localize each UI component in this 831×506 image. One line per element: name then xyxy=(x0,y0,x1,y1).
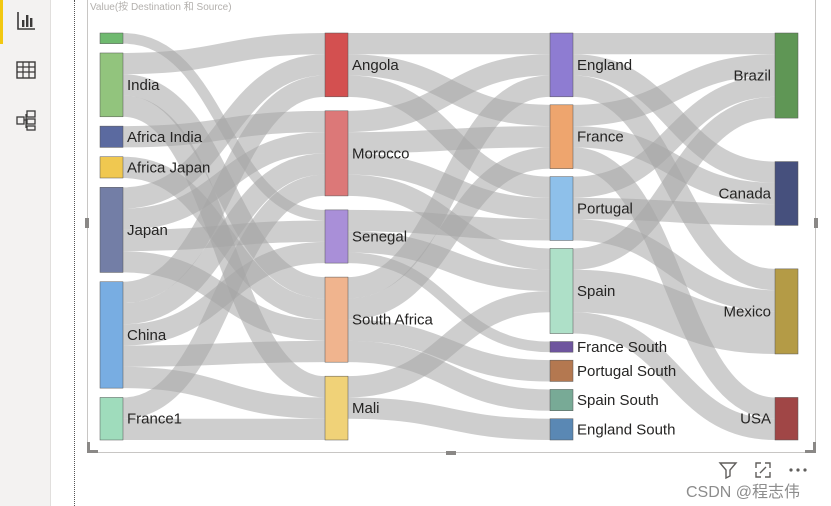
more-options-icon[interactable] xyxy=(788,460,808,480)
sankey-node[interactable] xyxy=(99,281,124,389)
sankey-node[interactable] xyxy=(324,276,349,363)
sankey-link[interactable] xyxy=(122,153,326,325)
sankey-chart[interactable]: India Africa India Africa Japan Japan China F… xyxy=(0,0,831,452)
sankey-link[interactable] xyxy=(572,219,776,312)
sankey-node[interactable] xyxy=(324,110,349,197)
table-grid-icon[interactable] xyxy=(14,58,38,82)
sankey-node-label: Senegal xyxy=(352,229,407,246)
sankey-link[interactable] xyxy=(572,54,776,127)
watermark-text: CSDN @程志伟 xyxy=(686,484,801,501)
sankey-node-label: Canada xyxy=(718,185,771,202)
sankey-node-label: England xyxy=(577,57,632,74)
sankey-link[interactable] xyxy=(572,312,776,441)
sankey-node[interactable] xyxy=(99,397,124,441)
sankey-node[interactable] xyxy=(549,176,574,241)
sankey-node-label: Brazil xyxy=(733,68,771,85)
sankey-node-label: South Africa xyxy=(352,312,434,329)
visual-title: Value(按 Destination 和 Source) xyxy=(90,2,232,13)
bar-chart-icon[interactable] xyxy=(14,9,38,33)
sankey-node[interactable] xyxy=(99,52,124,118)
resize-corner-br[interactable] xyxy=(805,442,816,453)
sankey-nodes xyxy=(99,32,799,441)
canvas-boundary-line xyxy=(74,0,75,506)
model-diagram-icon[interactable] xyxy=(14,108,38,132)
sankey-node[interactable] xyxy=(774,268,799,355)
filter-icon[interactable] xyxy=(718,460,738,480)
sankey-node-label: Mali xyxy=(352,400,380,417)
sankey-node[interactable] xyxy=(99,32,124,44)
sankey-visual-frame[interactable] xyxy=(85,0,818,455)
sankey-link[interactable] xyxy=(572,147,776,419)
sankey-link[interactable] xyxy=(572,269,776,354)
sankey-node-label: India xyxy=(127,77,160,94)
sankey-node[interactable] xyxy=(324,32,349,98)
sankey-link[interactable] xyxy=(347,397,551,441)
sankey-link[interactable] xyxy=(122,75,326,304)
sankey-node-label: Portugal South xyxy=(577,363,676,380)
resize-handle-right[interactable] xyxy=(814,218,818,228)
sankey-node-label: Spain xyxy=(577,283,615,300)
sankey-node[interactable] xyxy=(549,104,574,169)
resize-corner-bl[interactable] xyxy=(87,442,98,453)
sankey-node[interactable] xyxy=(99,156,124,179)
sankey-node[interactable] xyxy=(99,125,124,148)
sankey-node[interactable] xyxy=(549,418,574,441)
sankey-node[interactable] xyxy=(774,161,799,226)
sankey-node[interactable] xyxy=(549,341,574,353)
sankey-link[interactable] xyxy=(572,75,776,198)
sankey-link[interactable] xyxy=(122,340,326,367)
sankey-node[interactable] xyxy=(549,248,574,334)
sankey-links xyxy=(121,33,776,441)
sankey-node[interactable] xyxy=(324,209,349,264)
sankey-link[interactable] xyxy=(122,366,326,419)
sankey-node[interactable] xyxy=(99,187,124,273)
sankey-node-label: USA xyxy=(740,411,771,428)
sankey-node-label: Morocco xyxy=(352,145,410,162)
sankey-link[interactable] xyxy=(347,147,551,320)
sankey-node-label: Japan xyxy=(127,222,168,239)
sankey-link[interactable] xyxy=(347,340,551,411)
sankey-node-label: China xyxy=(127,327,167,344)
sankey-node[interactable] xyxy=(324,375,349,441)
sankey-node[interactable] xyxy=(549,32,574,98)
sankey-link[interactable] xyxy=(572,96,776,270)
sankey-node-label: Africa Japan xyxy=(127,159,210,176)
active-view-indicator xyxy=(0,0,3,44)
sankey-node[interactable] xyxy=(549,359,574,382)
sankey-node-label: Africa India xyxy=(127,129,203,146)
sankey-node[interactable] xyxy=(549,389,574,411)
sankey-node[interactable] xyxy=(774,397,799,441)
sankey-link[interactable] xyxy=(347,75,551,299)
sankey-link[interactable] xyxy=(347,231,551,292)
sankey-link[interactable] xyxy=(347,126,551,154)
sankey-node-label: Mexico xyxy=(723,303,771,320)
sankey-node-label: England South xyxy=(577,421,675,438)
sankey-link[interactable] xyxy=(347,290,551,398)
sankey-link[interactable] xyxy=(572,54,776,183)
sankey-node[interactable] xyxy=(774,32,799,119)
sankey-link[interactable] xyxy=(122,174,326,419)
sankey-node-label: France xyxy=(577,129,624,146)
resize-handle-bottom[interactable] xyxy=(446,451,456,455)
sankey-node-label: France1 xyxy=(127,411,182,428)
sankey-link[interactable] xyxy=(347,54,551,133)
focus-mode-icon[interactable] xyxy=(753,460,773,480)
sankey-link[interactable] xyxy=(347,252,551,353)
left-nav-rail xyxy=(0,0,51,506)
resize-handle-left[interactable] xyxy=(85,218,89,228)
sankey-node-label: Angola xyxy=(352,57,399,74)
sankey-link[interactable] xyxy=(122,33,326,75)
sankey-link[interactable] xyxy=(572,197,776,226)
sankey-labels: India Africa India Africa Japan Japan China F… xyxy=(127,57,772,438)
sankey-link[interactable] xyxy=(122,54,326,209)
sankey-node-label: France South xyxy=(577,339,667,356)
sankey-node-label: Spain South xyxy=(577,392,659,409)
sankey-node-label: Portugal xyxy=(577,201,633,218)
